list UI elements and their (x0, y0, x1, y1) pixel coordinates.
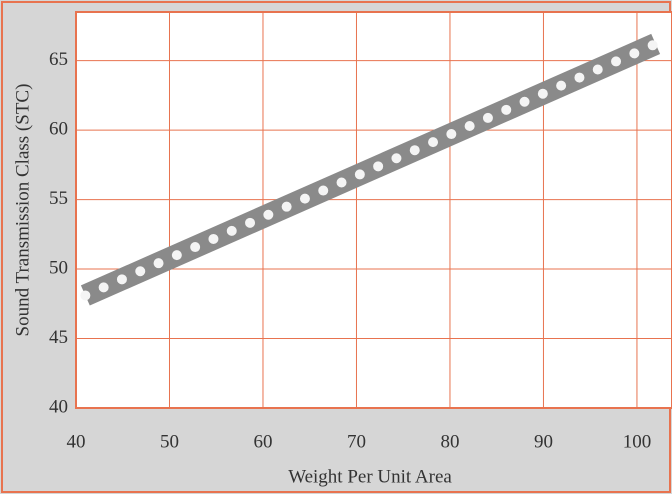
x-tick-label: 70 (347, 431, 366, 452)
x-axis-label: Weight Per Unit Area (288, 466, 452, 487)
y-tick-label: 55 (49, 188, 68, 209)
page: Weight Per Unit Area Sound Transmission … (0, 0, 672, 494)
y-tick-label: 45 (49, 327, 68, 348)
y-tick-label: 65 (49, 49, 68, 70)
chart: Weight Per Unit Area Sound Transmission … (0, 0, 672, 494)
y-axis-label: Sound Transmission Class (STC) (12, 84, 33, 337)
x-tick-label: 60 (253, 431, 272, 452)
y-tick-label: 50 (49, 257, 68, 278)
x-tick-label: 90 (534, 431, 553, 452)
x-tick-label: 40 (67, 431, 86, 452)
x-tick-label: 100 (623, 431, 652, 452)
x-tick-label: 50 (160, 431, 179, 452)
y-tick-label: 60 (49, 118, 68, 139)
x-tick-label: 80 (440, 431, 459, 452)
y-tick-label: 40 (49, 396, 68, 417)
